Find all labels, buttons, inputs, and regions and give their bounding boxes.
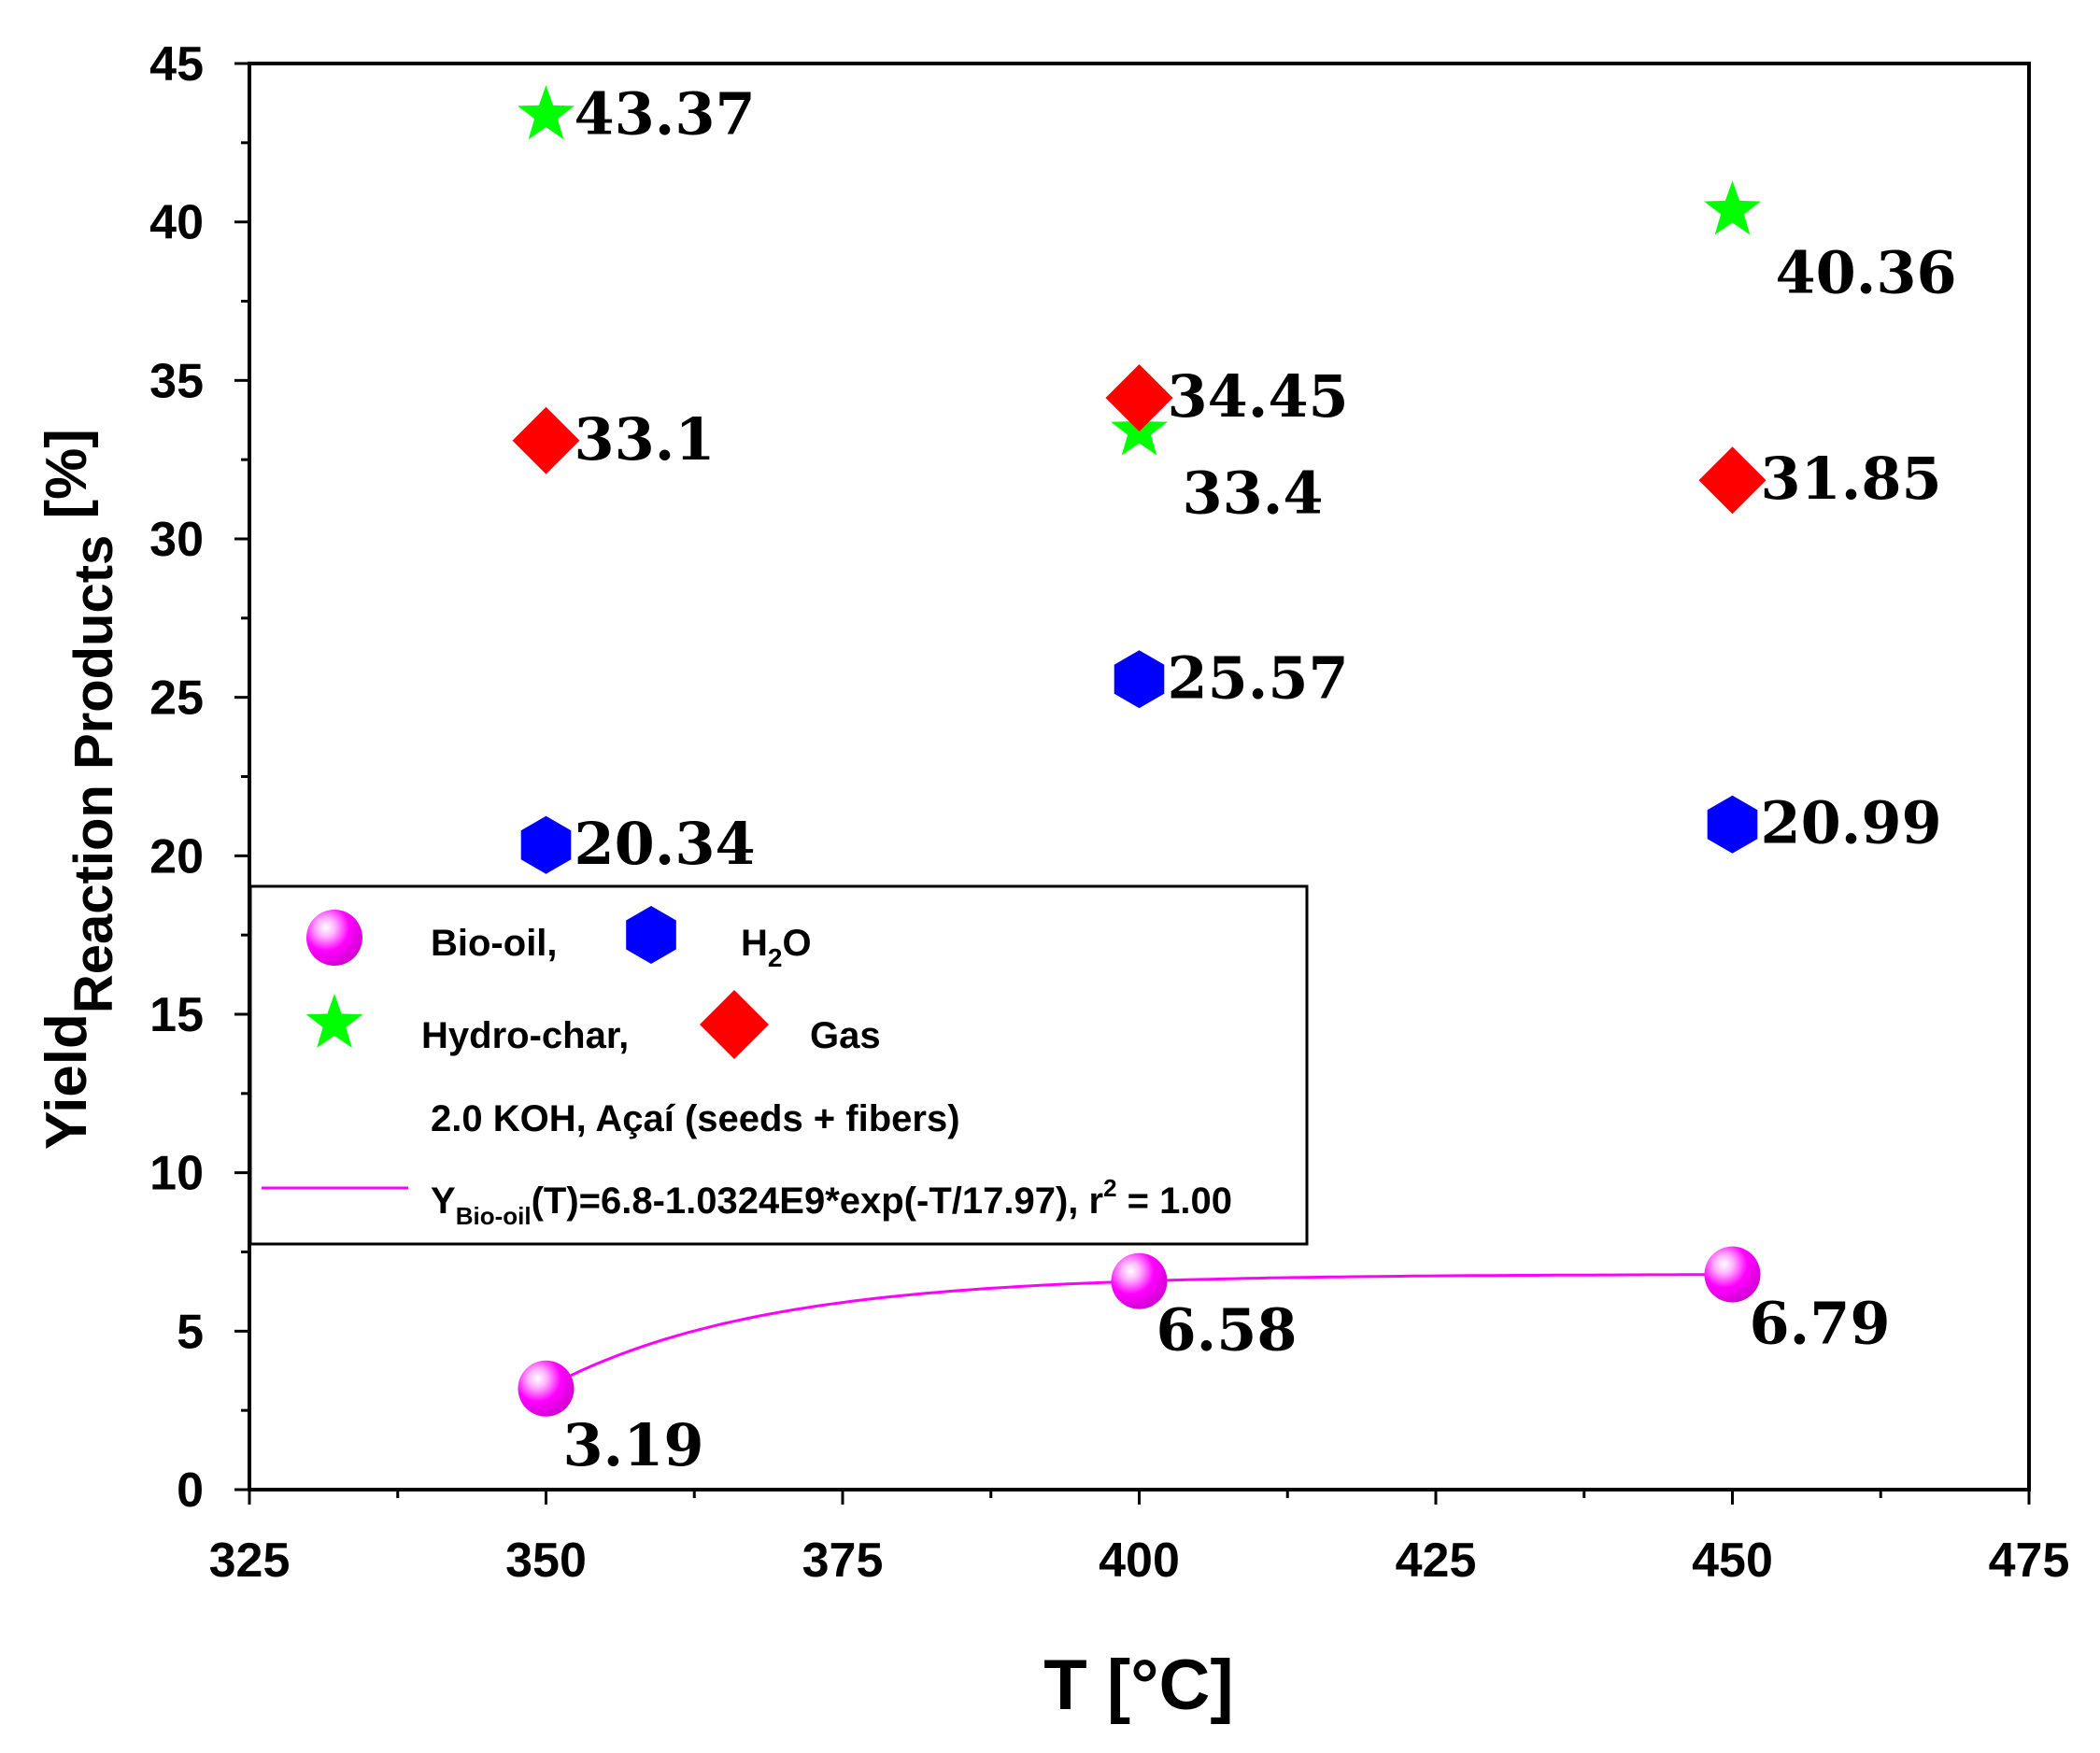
y-axis-title: YieldReaction Products [%] [35, 429, 124, 1150]
data-labels: 20.34 25.57 20.99 43.37 33.4 40.36 33.1 34.45 31… [563, 79, 1957, 1478]
legend-label-h2o-o: O [782, 923, 811, 964]
data-label-hydro-char: 33.4 [1183, 459, 1324, 528]
data-label-h2o: 25.57 [1168, 643, 1349, 712]
legend-fit-expr: (T)=6.8-1.0324E9*exp(-T/17.97), r [532, 1180, 1104, 1222]
marker-gas [1105, 363, 1173, 431]
data-label-bio-oil: 3.19 [563, 1411, 704, 1479]
data-markers [512, 85, 1767, 1417]
y-tick-label: 25 [149, 672, 204, 726]
y-tick-label: 40 [149, 196, 204, 250]
legend-label-h2o: H2O [741, 923, 812, 972]
data-label-gas: 33.1 [575, 405, 716, 474]
legend-label-h2o-h: H [741, 923, 768, 964]
y-tick-label: 35 [149, 354, 204, 408]
marker-bio-oil [518, 1360, 575, 1417]
y-axis-title-unit: [%] [35, 429, 99, 535]
marker-gas [1698, 446, 1767, 515]
legend-marker-h2o [626, 906, 676, 964]
data-label-gas: 34.45 [1168, 362, 1349, 431]
legend-marker-hydro-char [305, 994, 363, 1048]
legend-fit-end: = 1.00 [1117, 1180, 1232, 1222]
x-tick-label: 400 [1099, 1534, 1180, 1588]
legend-fit-y: Y [431, 1180, 456, 1222]
x-tick-label: 425 [1396, 1534, 1477, 1588]
x-tick-label: 475 [1989, 1534, 2070, 1588]
marker-h2o [1707, 795, 1758, 854]
marker-hydro-char [518, 85, 575, 140]
legend-label-gas: Gas [810, 1015, 881, 1056]
x-tick-label: 375 [802, 1534, 884, 1588]
y-axis-title-subscript: Reaction Products [64, 535, 124, 1013]
y-axis-title-main: Yield [35, 1013, 99, 1150]
legend-marker-gas [700, 990, 769, 1059]
legend-fit-sub: Bio-oil [456, 1202, 532, 1230]
marker-gas [512, 406, 580, 474]
legend-note: 2.0 KOH, Açaí (seeds + fibers) [431, 1098, 960, 1139]
legend-fit-sup: 2 [1103, 1174, 1116, 1202]
legend-label-hydro-char: Hydro-char, [421, 1015, 629, 1056]
y-tick-label: 10 [149, 1147, 204, 1201]
legend-label-bio-oil: Bio-oil, [431, 923, 558, 964]
data-label-hydro-char: 43.37 [575, 79, 756, 148]
data-label-gas: 31.85 [1761, 445, 1942, 513]
legend: Bio-oil, H2O Hydro-char, Gas 2.0 KOH, Aç… [248, 884, 1309, 1246]
y-tick-label: 0 [177, 1463, 204, 1518]
data-label-bio-oil: 6.58 [1156, 1296, 1298, 1364]
legend-marker-bio-oil [306, 910, 362, 966]
data-label-h2o: 20.34 [575, 810, 756, 878]
data-label-h2o: 20.99 [1761, 789, 1942, 857]
y-tick-label: 15 [149, 988, 204, 1042]
x-tick-label: 325 [209, 1534, 291, 1588]
marker-h2o [1114, 650, 1165, 709]
y-tick-label: 5 [177, 1305, 204, 1359]
x-axis-title: T [°C] [1043, 1646, 1233, 1725]
legend-label-h2o-sub: 2 [768, 943, 783, 972]
marker-hydro-char [1704, 180, 1761, 235]
y-tick-label: 45 [149, 37, 204, 92]
marker-bio-oil [1111, 1252, 1168, 1309]
data-label-hydro-char: 40.36 [1776, 238, 1957, 306]
y-tick-label: 30 [149, 513, 204, 567]
y-tick-label: 20 [149, 829, 204, 884]
x-axis-ticks: 325 350 375 400 425 450 475 [209, 1490, 2070, 1588]
data-label-bio-oil: 6.79 [1750, 1290, 1891, 1358]
marker-bio-oil [1704, 1246, 1761, 1303]
x-tick-label: 450 [1692, 1534, 1773, 1588]
marker-h2o [520, 815, 572, 874]
y-axis-ticks: 0 5 10 15 20 25 30 35 40 45 [149, 37, 249, 1518]
legend-label-fit: YBio-oil(T)=6.8-1.0324E9*exp(-T/17.97), … [431, 1174, 1232, 1230]
x-tick-label: 350 [505, 1534, 587, 1588]
legend-box [248, 884, 1309, 1246]
